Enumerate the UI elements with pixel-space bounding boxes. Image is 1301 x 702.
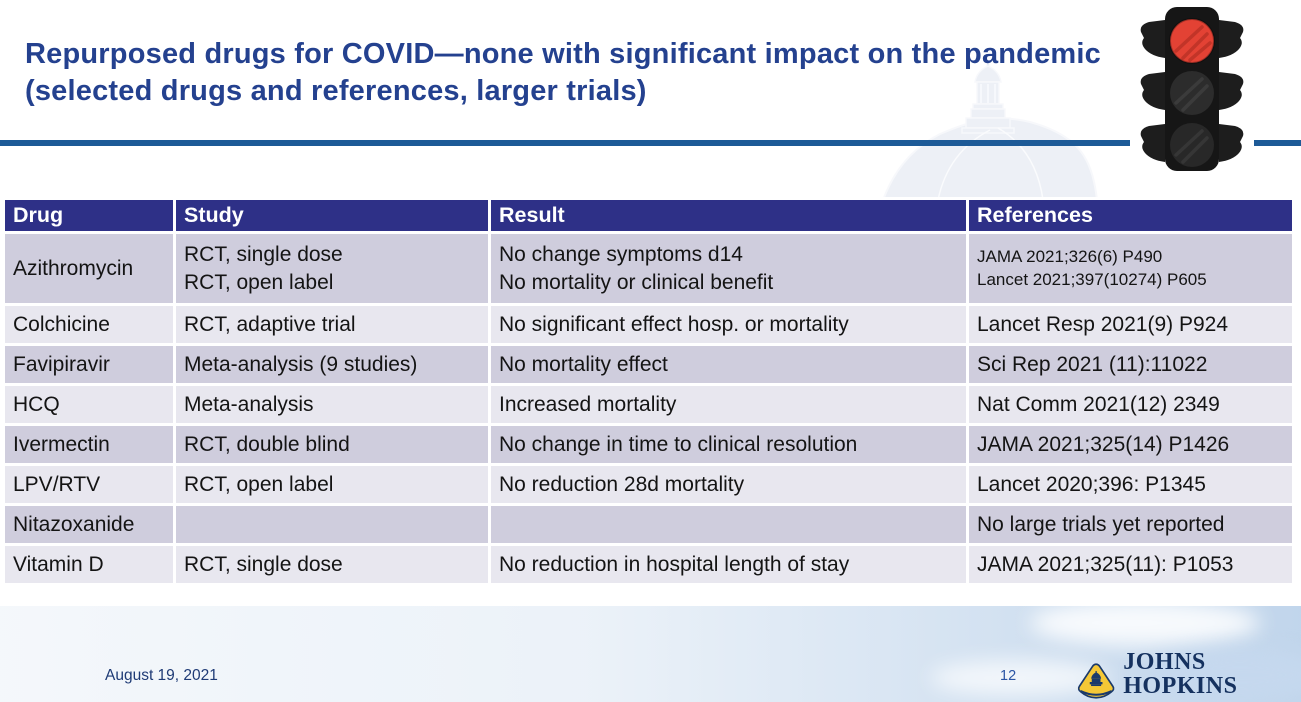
cloud-decoration — [1030, 600, 1260, 646]
cell-study: Meta-analysis — [173, 383, 491, 426]
table-row-favipiravir: Favipiravir Meta-analysis (9 studies) No… — [2, 343, 1295, 386]
cell-study: RCT, open label — [173, 463, 491, 506]
cell-drug: Colchicine — [2, 303, 176, 346]
title-divider-line — [0, 140, 1137, 146]
table-row-hcq: HCQ Meta-analysis Increased mortality Na… — [2, 383, 1295, 426]
column-header-result: Result — [488, 197, 969, 234]
table-row-nitazoxanide: Nitazoxanide No large trials yet reporte… — [2, 503, 1295, 546]
column-header-drug: Drug — [2, 197, 176, 234]
cell-references: Lancet 2020;396: P1345 — [966, 463, 1295, 506]
table-row-lpv-rtv: LPV/RTV RCT, open label No reduction 28d… — [2, 463, 1295, 506]
johns-hopkins-medicine-logo: JOHNS HOPKINS MEDICINE — [1076, 650, 1301, 702]
logo-text: JOHNS HOPKINS MEDICINE — [1123, 650, 1301, 702]
cell-result: No reduction 28d mortality — [488, 463, 969, 506]
cell-references: Lancet Resp 2021(9) P924 — [966, 303, 1295, 346]
cell-study: RCT, single dose RCT, open label — [173, 231, 491, 306]
cell-study: RCT, single dose — [173, 543, 491, 586]
cell-result: No mortality effect — [488, 343, 969, 386]
logo-title: JOHNS HOPKINS — [1123, 649, 1238, 699]
cell-result: No significant effect hosp. or mortality — [488, 303, 969, 346]
cell-drug: Ivermectin — [2, 423, 176, 466]
cell-drug: Favipiravir — [2, 343, 176, 386]
cell-references: No large trials yet reported — [966, 503, 1295, 546]
cell-study: RCT, adaptive trial — [173, 303, 491, 346]
cell-drug: Azithromycin — [2, 231, 176, 306]
table-row-azithromycin: Azithromycin RCT, single dose RCT, open … — [2, 231, 1295, 306]
table-row-ivermectin: Ivermectin RCT, double blind No change i… — [2, 423, 1295, 466]
cell-references: JAMA 2021;326(6) P490 Lancet 2021;397(10… — [966, 231, 1295, 306]
cell-references: Nat Comm 2021(12) 2349 — [966, 383, 1295, 426]
cell-references: Sci Rep 2021 (11):11022 — [966, 343, 1295, 386]
cell-drug: LPV/RTV — [2, 463, 176, 506]
cell-study — [173, 503, 491, 546]
drug-trials-table: Drug Study Result References Azithromyci… — [2, 197, 1295, 586]
cell-result: No reduction in hospital length of stay — [488, 543, 969, 586]
page-number: 12 — [1000, 668, 1017, 684]
column-header-references: References — [966, 197, 1295, 234]
cell-result: No change symptoms d14 No mortality or c… — [488, 231, 969, 306]
hopkins-dome-watermark-icon — [881, 60, 1099, 200]
cell-result: Increased mortality — [488, 383, 969, 426]
table-header-row: Drug Study Result References — [2, 197, 1295, 234]
traffic-light-image — [1130, 2, 1254, 176]
cell-result — [488, 503, 969, 546]
cell-drug: HCQ — [2, 383, 176, 426]
johns-hopkins-shield-icon — [1077, 662, 1115, 699]
traffic-light-red-icon — [1140, 7, 1244, 171]
cell-references: JAMA 2021;325(14) P1426 — [966, 423, 1295, 466]
cloud-decoration — [1140, 650, 1301, 700]
cell-references: JAMA 2021;325(11): P1053 — [966, 543, 1295, 586]
cell-drug: Nitazoxanide — [2, 503, 176, 546]
column-header-study: Study — [173, 197, 491, 234]
slide-title: Repurposed drugs for COVID—none with sig… — [25, 38, 1101, 108]
cell-drug: Vitamin D — [2, 543, 176, 586]
cell-study: Meta-analysis (9 studies) — [173, 343, 491, 386]
title-divider-line — [1252, 140, 1301, 146]
table-row-colchicine: Colchicine RCT, adaptive trial No signif… — [2, 303, 1295, 346]
cell-study: RCT, double blind — [173, 423, 491, 466]
table-row-vitamin-d: Vitamin D RCT, single dose No reduction … — [2, 543, 1295, 586]
cell-result: No change in time to clinical resolution — [488, 423, 969, 466]
slide-date: August 19, 2021 — [105, 667, 218, 684]
